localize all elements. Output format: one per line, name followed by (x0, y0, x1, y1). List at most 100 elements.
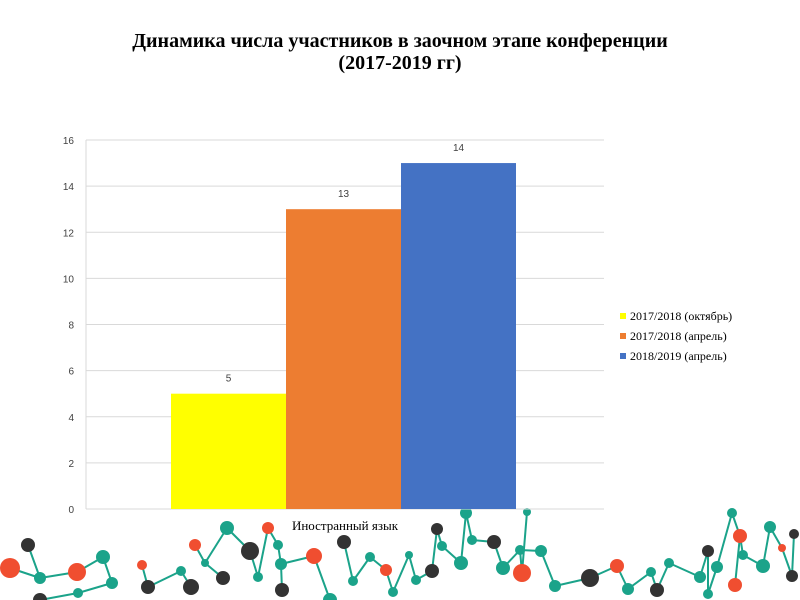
molecule-atom (764, 521, 776, 533)
molecule-atom (176, 566, 186, 576)
molecule-atom (306, 548, 322, 564)
molecule-atom (262, 522, 274, 534)
molecule-atom (337, 535, 351, 549)
molecule-atom (460, 507, 472, 519)
molecule-atom (535, 545, 547, 557)
molecule-atom (380, 564, 392, 576)
molecule-atom (786, 570, 798, 582)
y-tick-label: 6 (68, 367, 74, 378)
legend-swatch (620, 353, 626, 359)
legend-item: 2017/2018 (апрель) (620, 326, 732, 346)
molecule-bond (791, 533, 795, 577)
molecule-atom (622, 583, 634, 595)
molecule-atom (34, 572, 46, 584)
chart-title: Динамика числа участников в заочном этап… (0, 30, 800, 74)
molecule-atom (728, 578, 742, 592)
y-tick-label: 4 (68, 413, 74, 424)
molecule-bond (431, 528, 438, 572)
chart-title-line2: (2017-2019 гг) (338, 52, 462, 74)
molecule-atom (646, 567, 656, 577)
molecule-bond (734, 535, 741, 586)
molecule-atom (137, 560, 147, 570)
molecule-atom (738, 550, 748, 560)
molecule-atom (664, 558, 674, 568)
chart-legend: 2017/2018 (октябрь) 2017/2018 (апрель) 2… (620, 306, 732, 366)
molecule-atom (33, 593, 47, 600)
molecule-bond (540, 550, 556, 587)
molecule-atom (106, 577, 118, 589)
molecule-atom (650, 583, 664, 597)
molecule-atom (703, 589, 713, 599)
molecule-atom (96, 550, 110, 564)
molecule-bond (257, 527, 269, 578)
molecule-atom (141, 580, 155, 594)
molecule-bond (716, 512, 733, 568)
legend-swatch (620, 313, 626, 319)
data-label: 14 (453, 143, 465, 154)
molecule-atom (183, 579, 199, 595)
x-category-label: Иностранный язык (292, 518, 399, 533)
molecule-atom (496, 561, 510, 575)
molecule-atom (549, 580, 561, 592)
molecule-atom (411, 575, 421, 585)
data-label: 5 (226, 374, 232, 385)
molecule-atom (388, 587, 398, 597)
molecule-atom (467, 535, 477, 545)
molecule-atom (73, 588, 83, 598)
data-label: 13 (338, 189, 350, 200)
molecule-atom (68, 563, 86, 581)
molecule-atom (348, 576, 358, 586)
molecule-atom (733, 529, 747, 543)
molecule-atom (220, 521, 234, 535)
molecule-atom (513, 564, 531, 582)
molecule-atom (216, 571, 230, 585)
molecule-atom (778, 544, 786, 552)
molecule-atom (437, 541, 447, 551)
legend-swatch (620, 333, 626, 339)
molecule-atom (756, 559, 770, 573)
molecule-atom (711, 561, 723, 573)
molecule-atom (581, 569, 599, 587)
y-tick-label: 14 (63, 182, 75, 193)
legend-label: 2017/2018 (апрель) (630, 328, 727, 343)
chart-title-line1: Динамика числа участников в заочном этап… (132, 30, 668, 52)
molecule-atom (0, 558, 20, 578)
molecule-atom (610, 559, 624, 573)
bar (171, 393, 286, 509)
legend-item: 2018/2019 (апрель) (620, 346, 732, 366)
molecule-bond (392, 554, 410, 593)
molecule-atom (487, 535, 501, 549)
molecule-bond (460, 512, 467, 564)
molecule-atom (515, 545, 525, 555)
molecule-atom (425, 564, 439, 578)
y-tick-label: 12 (63, 228, 75, 239)
molecule-atom (431, 523, 443, 535)
legend-label: 2018/2019 (апрель) (630, 348, 727, 363)
molecule-atom (523, 508, 531, 516)
molecule-atom (694, 571, 706, 583)
legend-item: 2017/2018 (октябрь) (620, 306, 732, 326)
molecule-atom (405, 551, 413, 559)
bar (401, 163, 516, 509)
molecule-atom (253, 572, 263, 582)
y-tick-label: 16 (63, 136, 75, 147)
y-tick-label: 0 (68, 505, 74, 516)
molecule-atom (275, 558, 287, 570)
molecule-atom (789, 529, 799, 539)
molecule-atom (323, 593, 337, 600)
molecule-bond (521, 511, 528, 574)
molecule-atom (702, 545, 714, 557)
legend-label: 2017/2018 (октябрь) (630, 308, 733, 323)
molecule-atom (21, 538, 35, 552)
molecule-atom (241, 542, 259, 560)
y-tick-label: 10 (63, 274, 75, 285)
molecule-atom (201, 559, 209, 567)
y-tick-label: 8 (68, 321, 74, 332)
bar (286, 209, 401, 509)
y-tick-label: 2 (68, 459, 74, 470)
molecule-atom (727, 508, 737, 518)
molecule-atom (365, 552, 375, 562)
molecule-atom (189, 539, 201, 551)
